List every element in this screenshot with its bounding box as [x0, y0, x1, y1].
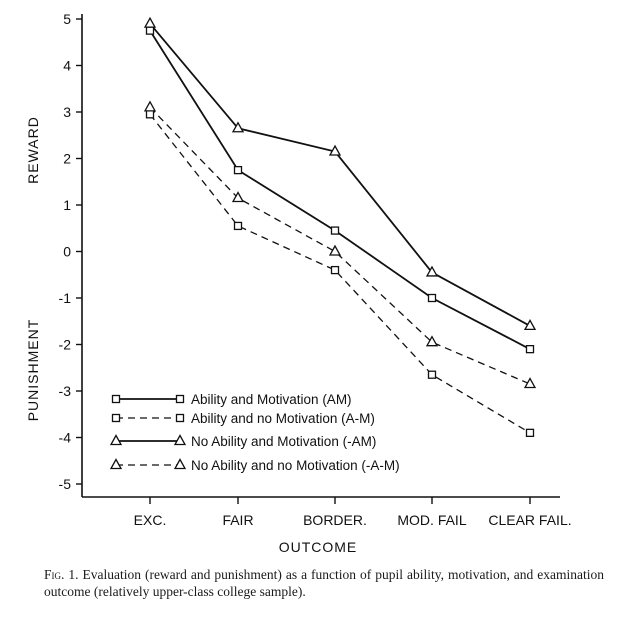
y-axis-label-reward: REWARD — [25, 116, 41, 184]
legend-label-2: Ability and no Motivation (A-M) — [191, 411, 375, 426]
legend-marker-1 — [175, 394, 185, 404]
data-point-series-1 — [427, 293, 437, 303]
data-point-series-4 — [425, 335, 439, 347]
y-tick-label: 3 — [63, 104, 71, 120]
x-tick-label: BORDER. — [303, 512, 367, 528]
legend: Ability and Motivation (AM) Ability and n… — [109, 392, 400, 473]
x-tick-label: EXC. — [134, 512, 167, 528]
y-tick-label: -4 — [59, 430, 72, 446]
data-point-series-3 — [231, 121, 245, 133]
legend-marker-1 — [111, 394, 121, 404]
y-tick-label: -3 — [59, 383, 72, 399]
series-line-1 — [149, 30, 531, 350]
series-line-3 — [149, 23, 531, 327]
series-line-4 — [149, 106, 531, 385]
data-point-series-2 — [330, 265, 340, 275]
legend-marker-2 — [111, 413, 121, 423]
data-point-series-1 — [145, 26, 155, 35]
x-tick-label: FAIR — [222, 512, 253, 528]
x-axis-label: OUTCOME — [279, 539, 358, 555]
legend-marker-4 — [109, 458, 123, 470]
y-axis-label-punishment: PUNISHMENT — [25, 319, 41, 422]
data-point-series-2 — [427, 370, 437, 379]
data-point-series-4 — [143, 100, 157, 112]
data-point-series-2 — [145, 110, 155, 119]
legend-marker-4 — [173, 458, 187, 470]
figure-caption: Fig. 1. Evaluation (reward and punishmen… — [44, 566, 604, 600]
figure-caption-text: Evaluation (reward and punishment) as a … — [44, 567, 605, 599]
data-point-series-4 — [523, 377, 537, 389]
y-tick-label: 1 — [63, 197, 71, 213]
data-point-series-3 — [425, 265, 439, 277]
y-tick-label: 2 — [63, 151, 71, 167]
series-line-2 — [149, 113, 531, 434]
data-point-series-1 — [233, 165, 243, 175]
y-tick-label: -1 — [59, 290, 72, 306]
x-tick-label: MOD. FAIL — [397, 512, 466, 528]
data-point-series-2 — [233, 221, 243, 231]
data-point-series-4 — [231, 191, 245, 203]
data-point-series-3 — [143, 16, 157, 28]
y-tick-label: 5 — [63, 11, 71, 27]
series-markers — [143, 16, 537, 438]
data-point-series-1 — [525, 344, 535, 354]
figure-label: Fig. 1. — [44, 567, 79, 582]
y-tick-label: 0 — [63, 244, 71, 260]
y-tick-label: 4 — [63, 58, 71, 74]
legend-label-4: No Ability and no Motivation (-A-M) — [191, 458, 400, 473]
data-point-series-1 — [330, 226, 340, 235]
legend-marker-3 — [109, 434, 123, 446]
data-point-series-3 — [523, 319, 537, 331]
legend-marker-2 — [175, 413, 185, 423]
series-lines — [149, 23, 531, 434]
data-point-series-2 — [525, 428, 535, 438]
y-tick-label: -5 — [59, 476, 72, 492]
legend-label-3: No Ability and Motivation (-AM) — [191, 434, 376, 449]
axes: 5 4 3 2 1 0 -1 -2 -3 -4 -5 EXC. FAIR BORDER. MOD. FAIL… — [59, 11, 572, 528]
axis-labels: REWARD PUNISHMENT OUTCOME — [25, 116, 358, 555]
data-point-series-4 — [328, 244, 342, 256]
x-tick-label: CLEAR FAIL. — [488, 512, 571, 528]
legend-marker-3 — [173, 434, 187, 446]
legend-label-1: Ability and Motivation (AM) — [191, 392, 352, 407]
data-point-series-3 — [328, 144, 342, 156]
y-tick-label: -2 — [59, 337, 72, 353]
